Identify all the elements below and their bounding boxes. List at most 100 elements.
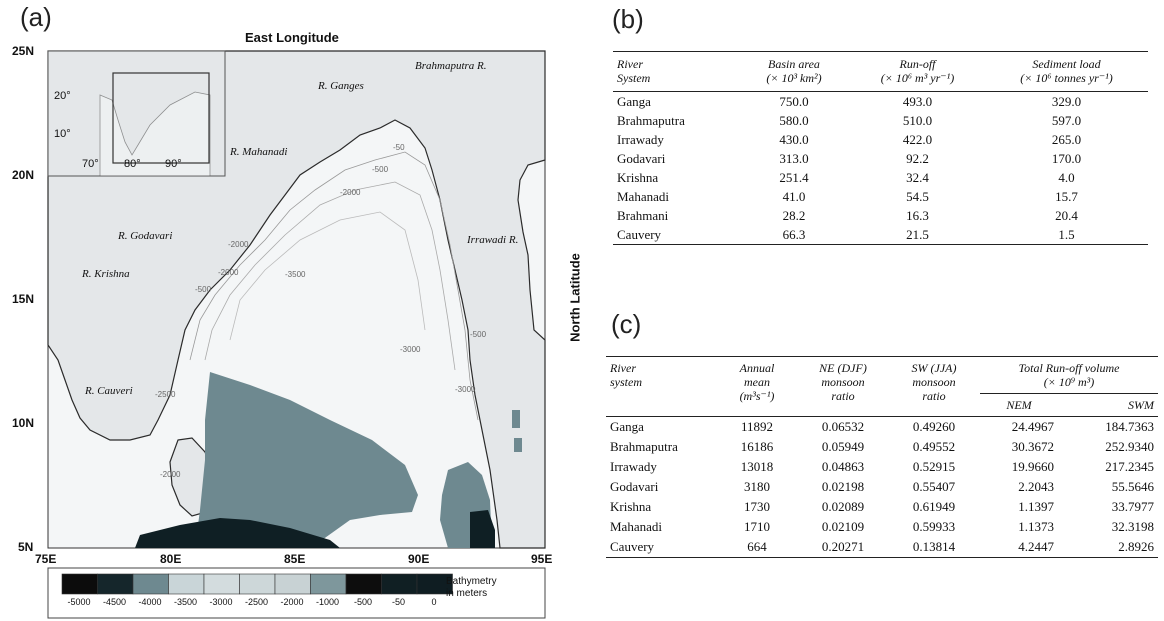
value-cell: 313.0 (779, 150, 809, 166)
value-cell: 265.0 (1051, 131, 1082, 147)
value-cell: 1710 (744, 519, 770, 534)
lon-tick-90e: 90E (408, 552, 430, 566)
panel-label-a: (a) (20, 2, 52, 32)
inset-lon-70: 70° (82, 158, 99, 170)
table-row: Brahmaputra 16186 0.05949 0.49552 30.3672 252… (606, 437, 1158, 457)
river-label-ganges: R. Ganges (318, 80, 364, 92)
value-cell: 1.1397 (1018, 499, 1054, 514)
river-name-cell: Brahmaputra (617, 112, 685, 128)
deep-basin-west (195, 372, 418, 548)
map-right-title: North Latitude (567, 253, 583, 342)
deep-patch (512, 410, 520, 428)
contour-500 (189, 151, 479, 421)
value-cell: 430.0 (779, 131, 809, 147)
river-name-cell: Irrawady (617, 131, 664, 147)
value-cell: 580.0 (779, 112, 809, 128)
colorbar-tick-label: -50 (391, 597, 405, 607)
inset-lon-90: 90° (165, 158, 182, 170)
value-cell: 30.3672 (1011, 439, 1054, 454)
value-cell: 32.4 (906, 169, 929, 185)
value-cell: 2.2043 (1018, 479, 1054, 494)
value-cell: 329.0 (1051, 93, 1082, 109)
lat-tick-25n: 25N (12, 44, 35, 58)
colorbar-swatch (345, 573, 382, 595)
value-cell: 0.49260 (912, 419, 956, 434)
table-b-header-row: River System Basin area (× 10³ km²) Run-of… (613, 51, 1148, 92)
header-swm: SWM (1128, 398, 1154, 412)
value-cell: 16186 (740, 439, 774, 454)
value-cell: 92.2 (906, 150, 929, 166)
river-name-cell: Brahmaputra (610, 439, 678, 454)
header-ne-monsoon: NE (DJF) monsoon ratio (819, 361, 867, 403)
value-cell: 0.20271 (821, 539, 865, 554)
river-name-cell: Cauvery (617, 226, 662, 242)
river-label-cauveri: R. Cauveri (85, 385, 133, 397)
value-cell: 750.0 (779, 93, 809, 109)
river-name-cell: Krishna (610, 499, 652, 514)
river-name-cell: Godavari (610, 479, 659, 494)
header-basin-area: Basin area (× 10³ km²) (766, 57, 822, 85)
contour-label: -500 (372, 165, 389, 174)
bathymetry-map (47, 50, 546, 619)
abyss-south (135, 518, 340, 548)
lon-tick-80e: 80E (160, 552, 182, 566)
colorbar-swatch (132, 573, 169, 595)
value-cell: 422.0 (902, 131, 933, 147)
table-row: Krishna 251.4 32.4 4.0 (613, 168, 1148, 187)
colorbar-tick-label: -1000 (315, 597, 340, 607)
contour-3000 (229, 211, 426, 341)
header-run-off: Run-off (× 10⁶ m³ yr⁻¹) (880, 57, 955, 85)
table-row: Cauvery 664 0.20271 0.13814 4.2447 2.8926 (606, 537, 1158, 558)
bathymetry-map-panel: (a) East Longitude North Latitude 25N 20… (0, 0, 583, 621)
lon-tick-85e: 85E (284, 552, 306, 566)
value-cell: 1730 (744, 499, 770, 514)
header-nem: NEM (1006, 398, 1032, 412)
value-cell: 54.5 (906, 188, 929, 204)
table-row: Godavari 313.0 92.2 170.0 (613, 149, 1148, 168)
value-cell: 15.7 (1055, 188, 1078, 204)
value-cell: 597.0 (1051, 112, 1082, 128)
contour-label: -2500 (155, 390, 176, 399)
contour-label: -2000 (340, 188, 361, 197)
header-total-runoff: Total Run-off volume (× 10⁹ m³) (980, 356, 1158, 394)
table-row: Brahmani 28.2 16.3 20.4 (613, 206, 1148, 225)
lon-tick-75e: 75E (35, 552, 57, 566)
table-row: Cauvery 66.3 21.5 1.5 (613, 225, 1148, 245)
inset-region-box (112, 72, 210, 164)
lat-tick-10n: 10N (12, 416, 35, 430)
value-cell: 664 (747, 539, 767, 554)
value-cell: 1.5 (1058, 226, 1075, 242)
contour-label: -3000 (455, 385, 476, 394)
header-annual-mean: Annual mean (m³s⁻¹) (739, 361, 775, 403)
panel-label-b: (b) (612, 4, 644, 34)
river-label-krishna: R. Krishna (82, 268, 130, 280)
river-name-cell: Krishna (617, 169, 659, 185)
monsoon-runoff-table: River system Annual mean (m³s⁻¹) NE (DJF) mo… (606, 356, 1158, 558)
colorbar-tick-label: 0 (431, 597, 437, 607)
river-label-brahmaputra: Brahmaputra R. (415, 60, 487, 72)
river-name-cell: Ganga (610, 419, 644, 434)
lon-tick-95e: 95E (531, 552, 553, 566)
contour-label: -2000 (160, 470, 181, 479)
river-label-irrawadi: Irrawadi R. (467, 234, 519, 246)
value-cell: 1.1373 (1018, 519, 1054, 534)
value-cell: 0.13814 (912, 539, 956, 554)
colorbar-swatch (168, 573, 205, 595)
colorbar-swatches (61, 573, 453, 595)
header-river-system: River system (610, 361, 642, 389)
lat-tick-20n: 20N (12, 168, 35, 182)
value-cell: 11892 (740, 419, 774, 434)
colorbar-swatch (310, 573, 347, 595)
colorbar-swatch (381, 573, 418, 595)
abyss-east (470, 510, 495, 548)
colorbar-swatch (239, 573, 276, 595)
value-cell: 16.3 (906, 207, 929, 223)
header-sw-monsoon: SW (JJA) monsoon ratio (911, 361, 957, 403)
river-name-cell: Cauvery (610, 539, 655, 554)
value-cell: 0.55407 (912, 479, 956, 494)
colorbar-tick-label: -500 (353, 597, 372, 607)
river-name-cell: Mahanadi (610, 519, 662, 534)
value-cell: 4.2447 (1018, 539, 1054, 554)
header-river-system: River System (617, 57, 651, 85)
value-cell: 0.61949 (912, 499, 956, 514)
